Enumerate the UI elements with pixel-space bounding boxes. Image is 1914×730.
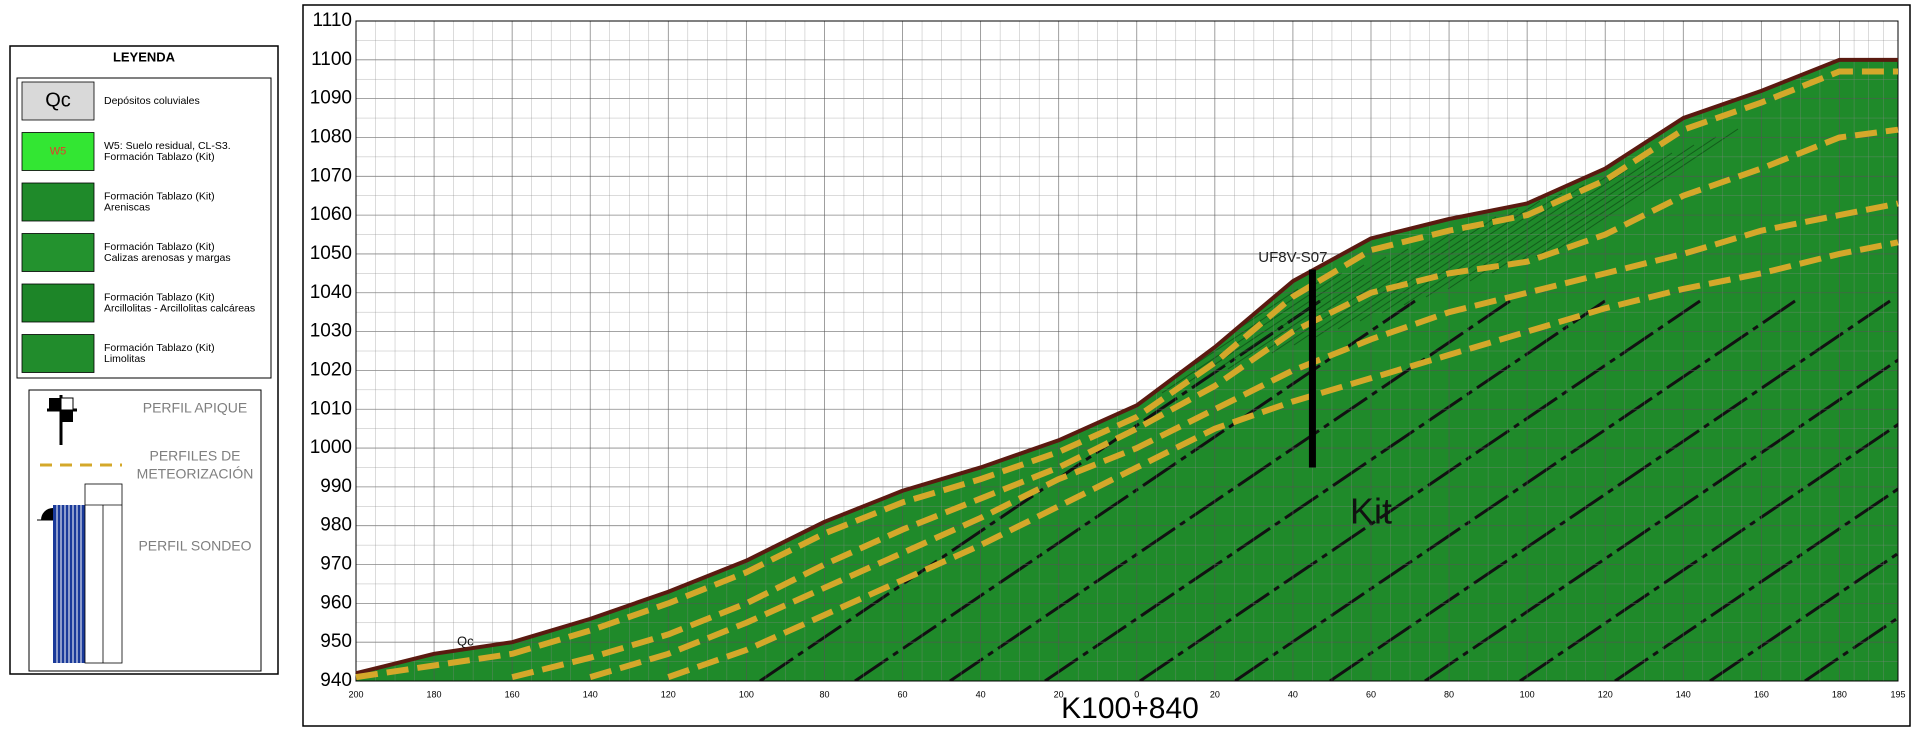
- legend-label: PERFILES DE: [149, 448, 240, 464]
- x-tick-label: 120: [661, 689, 676, 699]
- x-tick-label: 80: [1444, 689, 1454, 699]
- legend-symbol: W5: [50, 145, 67, 157]
- legend-label: Areniscas: [104, 201, 150, 213]
- legend-label: Calizas arenosas y margas: [104, 252, 231, 264]
- y-tick-label: 1020: [310, 359, 352, 380]
- y-tick-label: 970: [320, 554, 352, 575]
- x-tick-label: 200: [348, 689, 363, 699]
- x-tick-label: 40: [1288, 689, 1298, 699]
- x-tick-label: 120: [1598, 689, 1613, 699]
- legend-label: Depósitos coluviales: [104, 95, 200, 107]
- x-tick-label: 140: [583, 689, 598, 699]
- legend-symbol: Qc: [45, 89, 71, 111]
- legend-swatch: [22, 284, 94, 322]
- y-tick-label: 990: [320, 476, 352, 497]
- y-tick-label: 950: [320, 631, 352, 652]
- x-tick-label: 180: [427, 689, 442, 699]
- y-tick-label: 1050: [310, 243, 352, 264]
- legend-label: Formación Tablazo (Kit): [104, 151, 215, 163]
- y-tick-label: 1090: [310, 88, 352, 109]
- x-tick-label: 160: [1754, 689, 1769, 699]
- y-tick-label: 1010: [310, 398, 352, 419]
- y-tick-label: 1000: [310, 437, 352, 458]
- annotation: UF8V-S07: [1258, 249, 1327, 266]
- x-tick-label: 180: [1832, 689, 1847, 699]
- x-tick-label: 100: [1520, 689, 1535, 699]
- legend-swatch: [22, 183, 94, 221]
- y-tick-label: 1100: [311, 49, 352, 70]
- x-tick-label: 40: [976, 689, 986, 699]
- x-tick-label: 20: [1210, 689, 1220, 699]
- annotation: Qc: [457, 634, 474, 649]
- x-tick-label: 80: [819, 689, 829, 699]
- x-tick-label: 160: [505, 689, 520, 699]
- page: LEYENDAQcDepósitos coluvialesW5W5: Suelo…: [0, 0, 1914, 730]
- legend-label: METEORIZACIÓN: [137, 466, 254, 482]
- legend-label: Limolitas: [104, 353, 145, 365]
- y-tick-label: 1110: [313, 10, 352, 31]
- station-label: K100+840: [1061, 692, 1199, 725]
- annotation: Kit: [1350, 491, 1392, 532]
- legend-swatch: [22, 234, 94, 272]
- x-tick-label: 60: [898, 689, 908, 699]
- y-tick-label: 1040: [310, 282, 352, 303]
- legend-label: PERFIL APIQUE: [143, 400, 248, 416]
- y-tick-label: 1060: [310, 204, 352, 225]
- y-tick-label: 1030: [310, 321, 352, 342]
- y-tick-label: 940: [320, 670, 352, 691]
- y-tick-label: 1080: [310, 126, 352, 147]
- x-tick-label: 60: [1366, 689, 1376, 699]
- legend-swatch: [22, 335, 94, 373]
- x-tick-label: 140: [1676, 689, 1691, 699]
- legend-label: PERFIL SONDEO: [138, 538, 251, 554]
- legend-title: LEYENDA: [113, 49, 176, 64]
- x-tick-label: 100: [739, 689, 754, 699]
- x-tick-label: 195: [1890, 689, 1905, 699]
- y-tick-label: 980: [320, 515, 352, 536]
- legend-label: Arcillolitas - Arcillolitas calcáreas: [104, 302, 255, 314]
- y-tick-label: 1070: [310, 165, 352, 186]
- y-tick-label: 960: [320, 592, 352, 613]
